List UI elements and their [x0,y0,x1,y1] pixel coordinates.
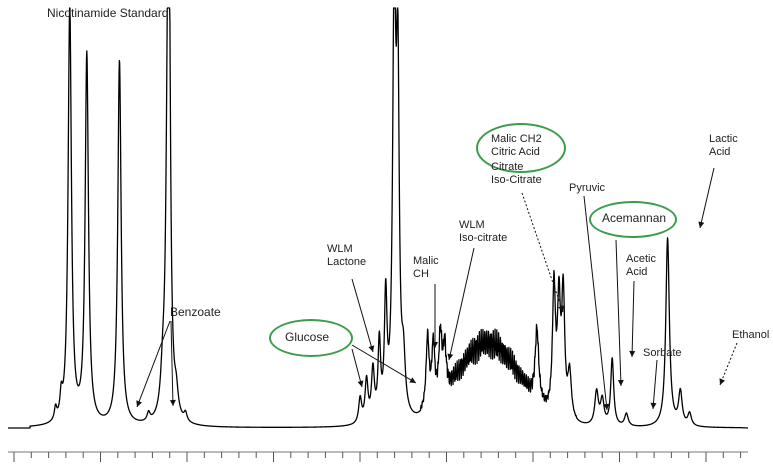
annotation-acetic-acid-line2: Acid [626,266,648,278]
annotation-malic-ch: Malic CH [413,255,439,281]
citrate-arrow [521,192,564,313]
annotation-malic-citric-line1: Malic CH2 [491,133,542,145]
pyruvic-arrow-head [603,403,610,410]
pyruvic-arrow [583,195,608,411]
glucose-arrow-2-head [409,377,416,383]
glucose-arrow-2 [351,344,417,384]
malic-ch-arrow-head [432,342,438,348]
glucose-arrow-1-head [357,380,364,387]
annotation-pyruvic: Pyruvic [569,182,606,194]
lactic-acid-arrow-head [698,221,705,228]
annotation-glucose: Glucose [285,330,330,344]
annotation-lactic-acid-line2: Acid [709,146,731,158]
annotation-acemannan: Acemannan [602,211,667,225]
benzoate-arrow-1-head [136,400,142,407]
acemannan-arrow [615,239,622,387]
annotation-citrate-iso-citrate: Citrate Iso-Citrate [491,161,542,187]
ethanol-arrow [719,342,738,386]
malic-citric-highlight-oval [476,123,566,173]
wlm-iso-citrate-arrow-head [447,353,454,360]
ethanol-arrow-head [719,378,725,385]
annotation-arrows [136,167,738,411]
spectrum-line [8,7,749,429]
acetic-acid-arrow-head [629,350,636,357]
benzoate-arrow-2-head [169,399,176,406]
annotation-wlm-iso-citrate-line2: Iso-citrate [459,232,508,244]
annotation-ethanol: Ethanol [732,329,770,341]
annotation-malic-ch-line1: Malic [413,255,439,267]
acetic-acid-arrow [631,280,635,358]
x-axis-ticks [13,452,742,462]
benzoate-arrow-1 [136,320,171,408]
annotation-wlm-iso-citrate-line1: WLM [459,219,485,231]
annotation-citrate-line2: Iso-Citrate [491,174,542,186]
annotation-malic-citric-acid: Malic CH2 Citric Acid [491,133,542,159]
citrate-arrow-head [558,305,564,312]
sorbate-arrow [652,359,658,410]
annotation-malic-citric-line2: Citric Acid [491,146,540,158]
annotation-lactic-acid-line1: Lactic [709,133,738,145]
annotation-citrate-line1: Citrate [491,161,524,173]
wlm-lactone-arrow-head [368,345,375,352]
acemannan-arrow-head [617,379,624,386]
benzoate-arrow-2 [170,320,174,407]
wlm-iso-citrate-arrow [448,247,475,361]
annotation-nicotinamide-standard: Nicotinamide Standard [47,6,169,20]
sorbate-arrow-head [650,402,657,409]
lactic-acid-arrow [699,167,715,229]
annotation-acetic-acid: Acetic Acid [626,253,656,279]
annotation-wlm-lactone-line2: Lactone [327,256,367,268]
annotation-lactic-acid: Lactic Acid [709,133,738,159]
wlm-lactone-arrow [351,278,374,353]
annotation-wlm-lactone-line1: WLM [327,243,353,255]
glucose-arrow-1 [351,348,363,388]
acemannan-highlight-oval [589,201,677,238]
annotation-wlm-lactone: WLM Lactone [327,243,366,269]
annotation-sorbate: Sorbate [643,347,682,359]
glucose-highlight-oval [269,319,353,357]
annotation-acetic-acid-line1: Acetic [626,253,656,265]
annotation-benzoate: Benzoate [170,305,221,319]
annotation-wlm-iso-citrate: WLM Iso-citrate [459,219,507,245]
annotation-malic-ch-line2: CH [413,268,429,280]
